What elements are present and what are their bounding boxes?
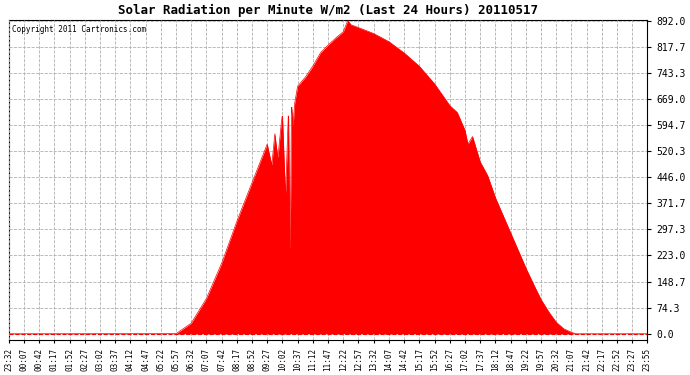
Text: Copyright 2011 Cartronics.com: Copyright 2011 Cartronics.com (12, 25, 146, 34)
Title: Solar Radiation per Minute W/m2 (Last 24 Hours) 20110517: Solar Radiation per Minute W/m2 (Last 24… (118, 4, 538, 17)
